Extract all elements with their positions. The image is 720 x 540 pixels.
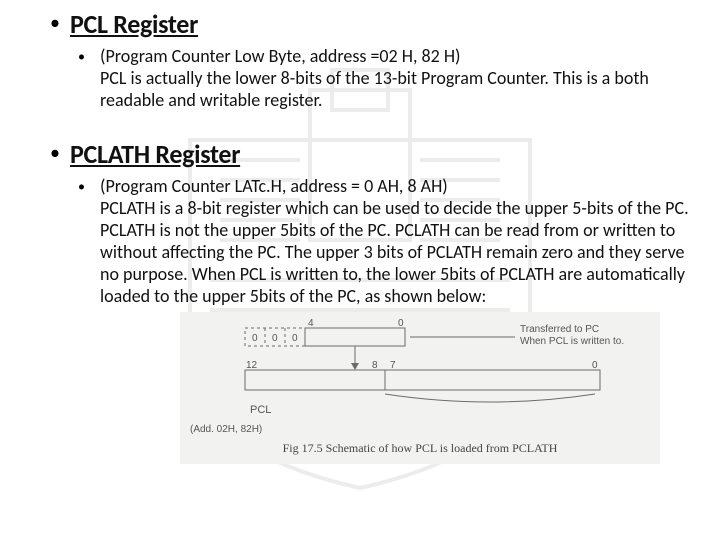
bullet-icon: • [74, 46, 100, 112]
pcl-detail: (Program Counter Low Byte, address =02 H… [100, 46, 690, 112]
bullet-icon: • [74, 176, 100, 308]
figure-caption: Fig 17.5 Schematic of how PCL is loaded … [190, 441, 650, 456]
figure-addr-label: (Add. 02H, 82H) [190, 424, 650, 435]
bullet-icon: • [44, 8, 70, 40]
zero-1: 0 [272, 333, 278, 344]
heading-pcl: • PCL Register [30, 8, 690, 40]
zero-2: 0 [292, 333, 298, 344]
slide-content: • PCL Register • (Program Counter Low By… [0, 0, 720, 464]
pclath-detail-header: (Program Counter LATc.H, address = 0 AH,… [100, 175, 448, 197]
pcl-detail-row: • (Program Counter Low Byte, address =02… [30, 46, 690, 112]
figure-svg: 0 0 0 4 0 12 8 7 0 PCL Transferred [190, 318, 650, 423]
pcl-brace-label: PCL [250, 404, 271, 416]
bullet-icon: • [44, 138, 70, 170]
label-8: 8 [372, 360, 378, 371]
label-0-bot: 0 [592, 360, 598, 371]
label-7: 7 [390, 360, 396, 371]
pclath-detail: (Program Counter LATc.H, address = 0 AH,… [100, 176, 690, 308]
heading-pclath: • PCLATH Register [30, 138, 690, 170]
pcl-detail-header: (Program Counter Low Byte, address =02 H… [100, 45, 461, 67]
pcl-title: PCL Register [70, 8, 198, 40]
zero-0: 0 [252, 333, 258, 344]
transfer-line1: Transferred to PC [520, 324, 599, 335]
transfer-line2: When PCL is written to. [520, 336, 624, 347]
label-0-top: 0 [398, 318, 404, 329]
pclath-title: PCLATH Register [70, 138, 240, 170]
label-4: 4 [308, 318, 314, 329]
pcl-detail-body: PCL is actually the lower 8-bits of the … [100, 67, 649, 111]
pclath-detail-body: PCLATH is a 8-bit register which can be … [100, 197, 689, 307]
label-12: 12 [246, 360, 258, 371]
figure-pcl-schematic: 0 0 0 4 0 12 8 7 0 PCL Transferred [180, 312, 660, 464]
pclath-detail-row: • (Program Counter LATc.H, address = 0 A… [30, 176, 690, 308]
